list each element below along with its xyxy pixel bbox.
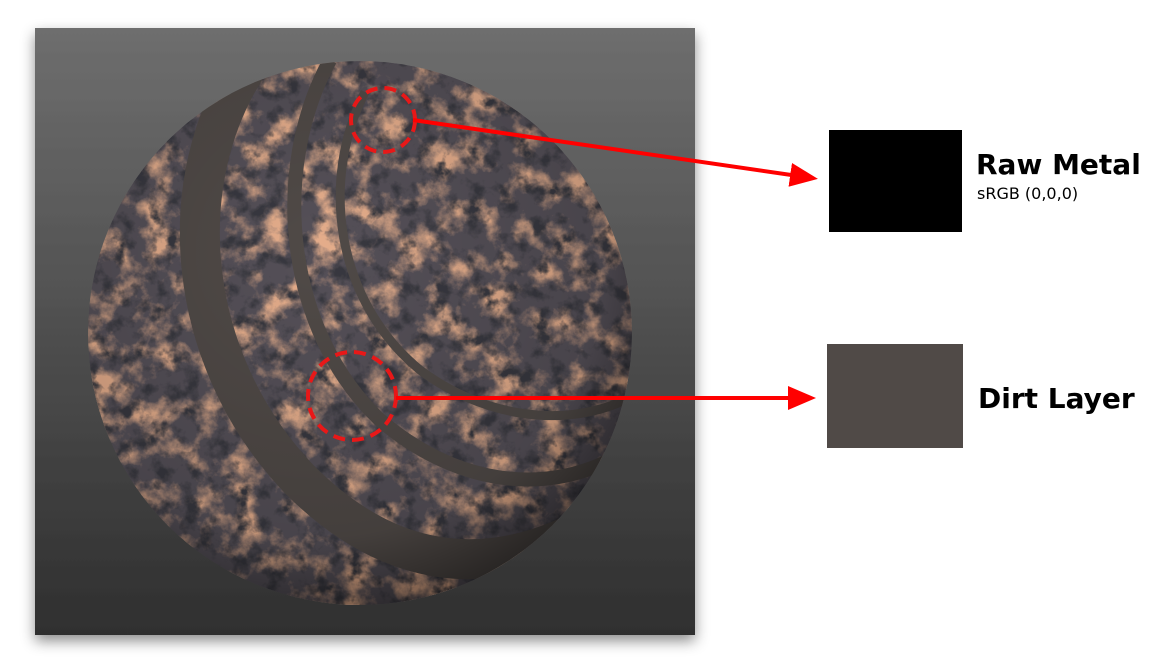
raw-metal-arrow	[412, 118, 818, 187]
dirt-layer-swatch	[827, 344, 963, 448]
raw-metal-title: Raw Metal	[976, 148, 1141, 181]
raw-metal-swatch	[829, 130, 962, 232]
raw-metal-srgb-value: sRGB (0,0,0)	[977, 184, 1079, 203]
dirt-layer-title: Dirt Layer	[978, 382, 1135, 415]
metal-sphere	[88, 61, 632, 605]
